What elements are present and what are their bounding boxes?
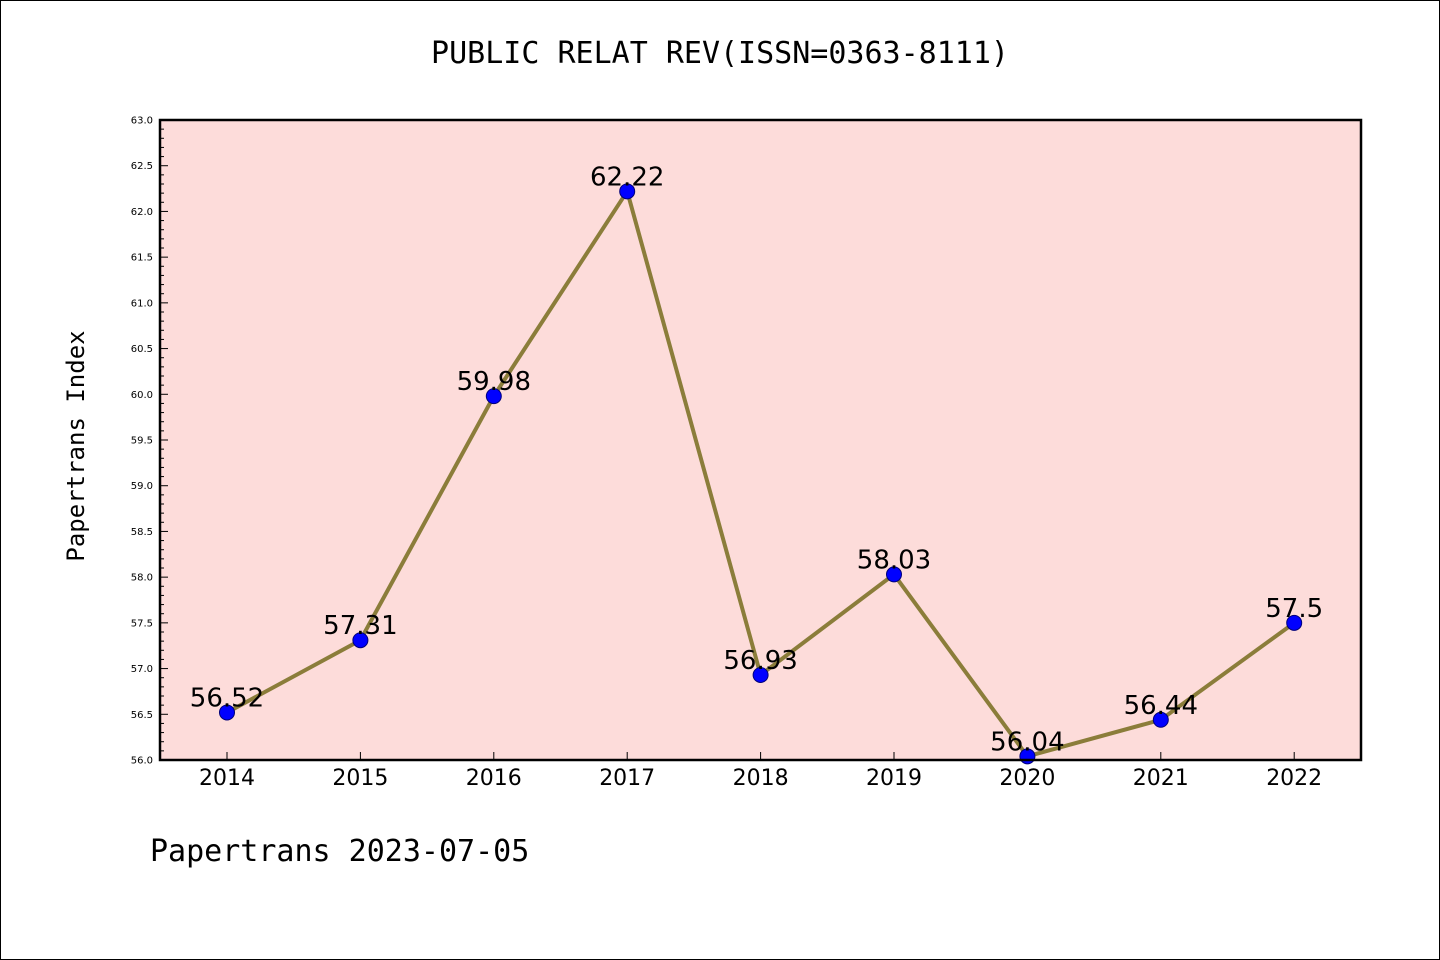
x-tick-label: 2018 [733, 766, 789, 791]
x-tick-label: 2019 [866, 766, 922, 791]
y-tick-label: 58.5 [131, 527, 153, 538]
data-point [886, 566, 902, 583]
y-axis: 56.0 56.5 57.0 57.5 58.0 58.5 59.0 59.5 60.0 60.5… [131, 116, 168, 767]
y-tick-label: 58.0 [131, 573, 153, 584]
x-tick-label: 2016 [466, 766, 522, 791]
data-label: 58.03 [857, 545, 931, 575]
data-point [485, 388, 502, 405]
data-point [619, 183, 636, 200]
y-tick-label: 62.0 [131, 207, 153, 218]
data-labels: 56.52 57.31 59.98 62.22 56.93 58.03 56.04 56.44… [190, 162, 1323, 757]
data-label: 59.98 [457, 367, 531, 397]
y-tick-label: 61.5 [131, 253, 153, 264]
x-tick-label: 2022 [1266, 766, 1322, 791]
plot-border [158, 118, 1363, 762]
y-tick-label: 57.5 [131, 618, 153, 629]
y-tick-label: 59.5 [131, 436, 153, 447]
data-label: 56.04 [990, 727, 1064, 757]
y-tick-label: 62.5 [131, 161, 153, 172]
x-tick-label: 2015 [332, 766, 388, 791]
plot-area [160, 120, 1361, 760]
y-tick-label: 61.0 [131, 298, 153, 309]
footer-caption: Papertrans 2023-07-05 [150, 834, 530, 869]
data-label: 56.93 [723, 646, 797, 676]
data-label: 56.52 [190, 683, 264, 713]
x-axis: 2014 2015 2016 2017 2018 2019 2020 2021 2022 [199, 752, 1322, 791]
data-label: 57.5 [1265, 594, 1323, 624]
y-tick-label: 63.0 [131, 116, 153, 127]
data-label: 62.22 [590, 162, 664, 192]
data-point [219, 704, 235, 721]
y-tick-label: 59.0 [131, 481, 153, 492]
chart-title: PUBLIC RELAT REV(ISSN=0363-8111) [431, 36, 1009, 71]
x-tick-label: 2021 [1133, 766, 1189, 791]
data-point [352, 632, 369, 649]
data-points [219, 183, 1303, 765]
y-tick-label: 60.0 [131, 390, 153, 401]
x-tick-label: 2020 [999, 766, 1055, 791]
x-tick-label: 2017 [599, 766, 655, 791]
data-point [752, 666, 769, 683]
y-tick-label: 60.5 [131, 344, 153, 355]
data-label: 57.31 [323, 611, 397, 641]
y-tick-label: 56.5 [131, 710, 153, 721]
data-point [1286, 614, 1303, 631]
y-tick-label: 56.0 [131, 756, 153, 767]
x-tick-label: 2014 [199, 766, 255, 791]
data-point [1152, 711, 1169, 728]
data-label: 56.44 [1124, 691, 1198, 721]
y-tick-label: 57.0 [131, 664, 153, 675]
